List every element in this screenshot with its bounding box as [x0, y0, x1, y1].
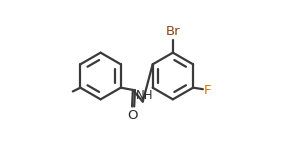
Text: Br: Br [166, 25, 180, 38]
Text: O: O [128, 109, 138, 122]
Text: F: F [203, 84, 211, 97]
Text: NH: NH [135, 89, 153, 102]
